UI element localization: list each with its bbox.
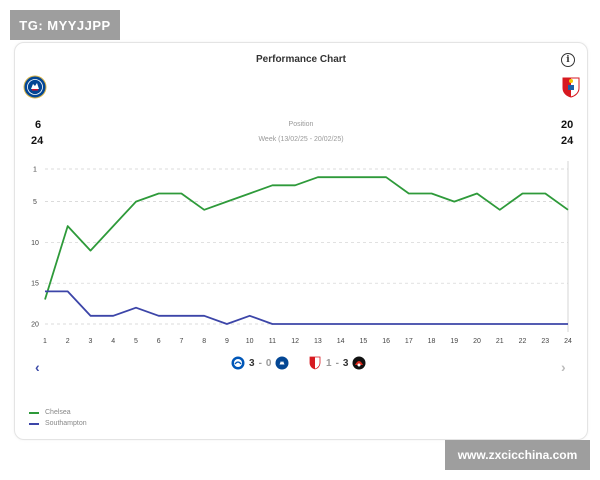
match-1-home-score: 3: [249, 357, 255, 369]
legend-item-chelsea: Chelsea: [29, 409, 71, 416]
match-2-home-score: 1: [326, 357, 332, 369]
x-tick-label-17: 17: [405, 338, 413, 345]
x-tick-label-22: 22: [519, 338, 527, 345]
match-1-separator: -: [258, 357, 262, 369]
x-tick-label-23: 23: [541, 338, 549, 345]
x-tick-label-19: 19: [450, 338, 458, 345]
chelsea-small-logo-icon: [275, 356, 289, 370]
x-tick-label-21: 21: [496, 338, 504, 345]
x-tick-label-9: 9: [225, 338, 229, 345]
info-icon[interactable]: i: [561, 53, 575, 67]
series-line-southampton: [45, 290, 568, 325]
match-2-away-score: 3: [342, 357, 349, 369]
bournemouth-logo-icon: [352, 356, 366, 370]
right-team-stat-top: 20: [561, 119, 574, 131]
southampton-logo-icon: [562, 77, 580, 98]
y-tick-label-15: 15: [31, 281, 39, 288]
chelsea-logo-icon: [23, 75, 47, 99]
x-tick-label-16: 16: [382, 338, 390, 345]
x-tick-label-13: 13: [314, 338, 322, 345]
x-tick-label-18: 18: [428, 338, 436, 345]
brighton-logo-icon: [231, 356, 245, 370]
next-week-button[interactable]: ›: [561, 359, 566, 375]
x-tick-label-1: 1: [43, 338, 47, 345]
x-tick-label-3: 3: [89, 338, 93, 345]
y-tick-label-5: 5: [33, 199, 37, 206]
left-team-stat-bottom: 24: [31, 135, 44, 147]
legend-swatch-southampton: [29, 422, 39, 425]
watermark-bottom-right: www.zxcicchina.com: [445, 440, 590, 470]
x-tick-label-8: 8: [202, 338, 206, 345]
x-tick-label-12: 12: [291, 338, 299, 345]
x-tick-label-7: 7: [179, 338, 183, 345]
chart-week-label: Week (13/02/25 - 20/02/25): [258, 136, 344, 143]
prev-week-button[interactable]: ‹: [35, 359, 40, 375]
x-tick-label-5: 5: [134, 338, 138, 345]
right-team-stat-bottom: 24: [561, 135, 574, 147]
x-tick-label-14: 14: [337, 338, 345, 345]
match-result-1: 3 - 0: [231, 356, 289, 370]
southampton-small-logo-icon: [309, 356, 321, 370]
performance-chart-card: Performance Chart i 6 24 20 24 Position …: [14, 42, 588, 440]
legend-swatch-chelsea: [29, 411, 39, 414]
legend-item-southampton: Southampton: [29, 420, 87, 427]
x-tick-label-11: 11: [269, 338, 276, 345]
legend-label-southampton: Southampton: [45, 420, 87, 427]
legend-label-chelsea: Chelsea: [45, 409, 71, 416]
x-tick-label-6: 6: [157, 338, 161, 345]
y-tick-label-10: 10: [31, 240, 39, 247]
match-1-away-score: 0: [265, 357, 272, 369]
card-title: Performance Chart: [255, 54, 347, 65]
series-line-chelsea: [44, 176, 569, 300]
watermark-top-left: TG: MYYJJPP: [10, 10, 120, 40]
x-tick-label-4: 4: [111, 338, 115, 345]
y-tick-label-1: 1: [33, 167, 37, 174]
x-tick-label-20: 20: [473, 338, 481, 345]
match-2-separator: -: [335, 357, 339, 369]
chart-metric-label: Position: [288, 121, 314, 128]
x-tick-label-24: 24: [564, 338, 572, 345]
y-tick-label-20: 20: [31, 322, 39, 329]
x-tick-label-15: 15: [359, 338, 367, 345]
left-team-stat-top: 6: [35, 119, 42, 131]
x-tick-label-10: 10: [246, 338, 254, 345]
match-result-2: 1 - 3: [308, 356, 366, 370]
x-tick-label-2: 2: [66, 338, 70, 345]
